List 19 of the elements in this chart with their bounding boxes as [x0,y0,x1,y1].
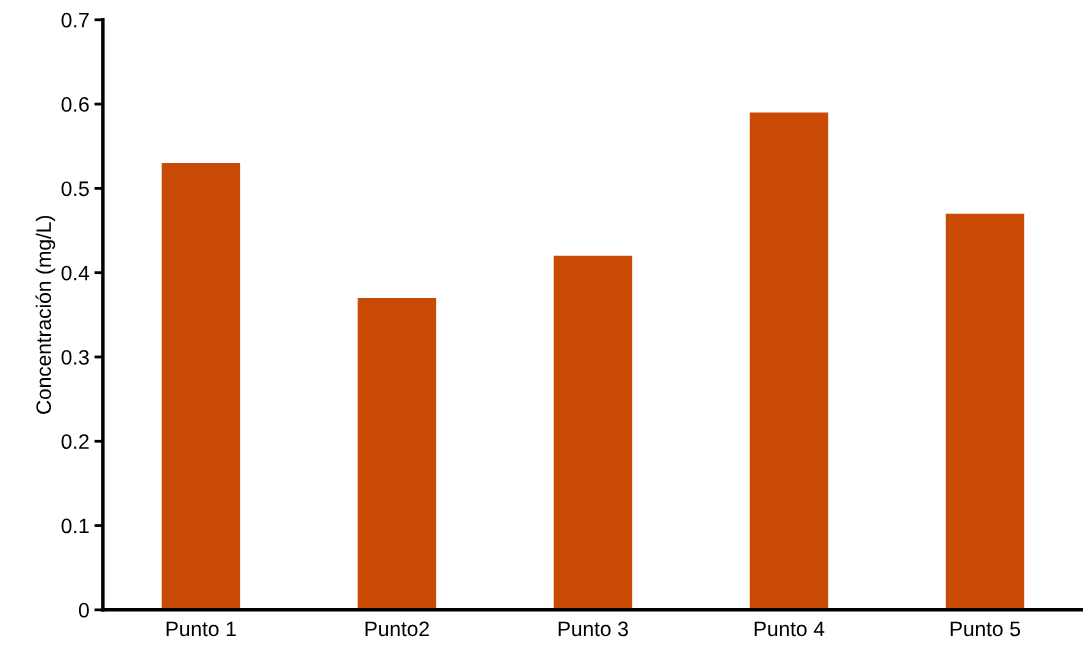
x-tick-label: Punto 1 [166,621,236,637]
y-tick-label: 0.6 [61,97,89,112]
x-tick-label: Punto2 [365,621,429,637]
y-tick-label: 0.3 [61,349,89,365]
y-tick-label: 0.7 [61,12,89,28]
x-tick-label: Punto 5 [950,621,1021,637]
y-tick-label: 0.1 [61,518,89,534]
bar [357,297,437,610]
bar [749,112,829,610]
bar [553,255,633,610]
y-tick-label: 0 [78,602,89,618]
bar [161,163,241,610]
y-tick-label: 0.4 [61,265,90,281]
y-tick-label: 0.2 [61,434,89,450]
bar [945,213,1025,610]
y-axis-title: Concentración (mg/L) [35,215,56,414]
x-tick-label: Punto 4 [754,621,825,637]
x-tick-label: Punto 3 [558,621,628,637]
y-tick-label: 0.5 [61,181,89,197]
